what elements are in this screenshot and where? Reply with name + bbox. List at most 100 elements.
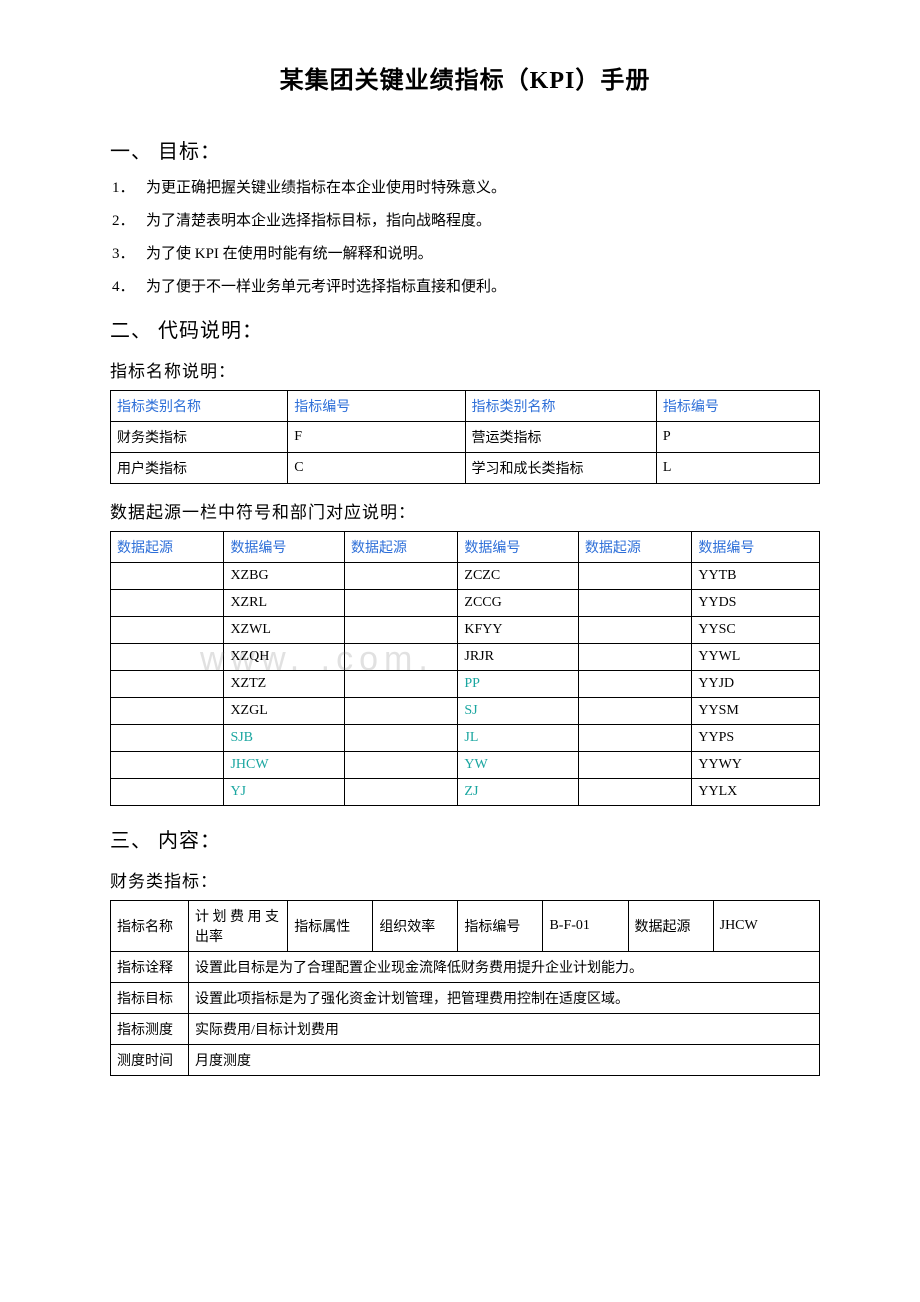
table-row: 用户类指标 C 学习和成长类指标 L xyxy=(111,453,820,484)
row-label: 指标名称 xyxy=(111,901,189,952)
financial-indicator-table: 指标名称 计 划 费 用 支出率 指标属性 组织效率 指标编号 B-F-01 数… xyxy=(110,900,820,1076)
cell: 指标属性 xyxy=(288,901,373,952)
cell: P xyxy=(656,422,819,453)
cell xyxy=(111,590,224,617)
table-row: XZTZ PP YYJD xyxy=(111,671,820,698)
cell: 月度测度 xyxy=(188,1045,819,1076)
cell: YW xyxy=(458,752,579,779)
goal-text: 为了清楚表明本企业选择指标目标，指向战略程度。 xyxy=(146,213,491,229)
col-header: 数据起源 xyxy=(344,532,457,563)
cell: 指标编号 xyxy=(458,901,543,952)
section-1-heading: 一、 目标： xyxy=(110,135,820,164)
cell: SJ xyxy=(458,698,579,725)
cell xyxy=(344,752,457,779)
cell xyxy=(344,590,457,617)
cell xyxy=(111,671,224,698)
cell: C xyxy=(288,453,465,484)
table-row: 指标名称 计 划 费 用 支出率 指标属性 组织效率 指标编号 B-F-01 数… xyxy=(111,901,820,952)
cell xyxy=(344,644,457,671)
goal-item-4: 4．为了便于不一样业务单元考评时选择指标直接和便利。 xyxy=(110,275,820,296)
cell xyxy=(344,617,457,644)
cell: XZGL xyxy=(224,698,345,725)
cell xyxy=(578,644,691,671)
data-source-heading: 数据起源一栏中符号和部门对应说明： xyxy=(110,498,820,523)
table-row: 指标诠释 设置此目标是为了合理配置企业现金流降低财务费用提升企业计划能力。 xyxy=(111,952,820,983)
table-header-row: 指标类别名称 指标编号 指标类别名称 指标编号 xyxy=(111,391,820,422)
cell: F xyxy=(288,422,465,453)
cell: 学习和成长类指标 xyxy=(465,453,656,484)
goal-text: 为更正确把握关键业绩指标在本企业使用时特殊意义。 xyxy=(146,180,506,196)
cell xyxy=(111,752,224,779)
cell: YYJD xyxy=(692,671,820,698)
document-page: www. .com. 某集团关键业绩指标（KPI）手册 一、 目标： 1．为更正… xyxy=(0,0,920,1302)
cell xyxy=(111,563,224,590)
table-row: 测度时间 月度测度 xyxy=(111,1045,820,1076)
row-label: 指标目标 xyxy=(111,983,189,1014)
cell: JRJR xyxy=(458,644,579,671)
cell: 实际费用/目标计划费用 xyxy=(188,1014,819,1045)
cell: ZCCG xyxy=(458,590,579,617)
cell xyxy=(578,698,691,725)
cell: JHCW xyxy=(713,901,819,952)
cell xyxy=(578,671,691,698)
section-2-heading: 二、 代码说明： xyxy=(110,314,820,343)
table-row: XZBGZCZCYYTB xyxy=(111,563,820,590)
table-row: 指标目标 设置此项指标是为了强化资金计划管理，把管理费用控制在适度区域。 xyxy=(111,983,820,1014)
col-header: 指标编号 xyxy=(288,391,465,422)
col-header: 指标编号 xyxy=(656,391,819,422)
cell xyxy=(344,725,457,752)
cell: PP xyxy=(458,671,579,698)
cell xyxy=(578,590,691,617)
cell: B-F-01 xyxy=(543,901,628,952)
table-row: XZRL ZCCG YYDS xyxy=(111,590,820,617)
table-row: XZWL KFYY YYSC xyxy=(111,617,820,644)
table-header-row: 数据起源 数据编号 数据起源 数据编号 数据起源 数据编号 xyxy=(111,532,820,563)
cell: XZRL xyxy=(224,590,345,617)
col-header: 数据起源 xyxy=(578,532,691,563)
cell: YYSC xyxy=(692,617,820,644)
cell: ZJ xyxy=(458,779,579,806)
table-row: XZGLSJYYSM xyxy=(111,698,820,725)
cell xyxy=(344,563,457,590)
table-row: SJBJLYYPS xyxy=(111,725,820,752)
cell xyxy=(111,644,224,671)
table-row: XZQH JRJR YYWL xyxy=(111,644,820,671)
cell: 数据起源 xyxy=(628,901,713,952)
goal-text: 为了使 KPI 在使用时能有统一解释和说明。 xyxy=(146,246,433,262)
cell: ZCZC xyxy=(458,563,579,590)
cell: 计 划 费 用 支出率 xyxy=(188,901,287,952)
cell xyxy=(344,671,457,698)
table-row: YJ ZJ YYLX xyxy=(111,779,820,806)
cell: YYLX xyxy=(692,779,820,806)
cell: XZQH xyxy=(224,644,345,671)
cell: YYWL xyxy=(692,644,820,671)
cell: YYTB xyxy=(692,563,820,590)
cell: 财务类指标 xyxy=(111,422,288,453)
col-header: 数据编号 xyxy=(458,532,579,563)
cell xyxy=(578,779,691,806)
cell: JHCW xyxy=(224,752,345,779)
row-label: 指标诠释 xyxy=(111,952,189,983)
table-row: JHCW YW YYWY xyxy=(111,752,820,779)
cell: KFYY xyxy=(458,617,579,644)
goal-item-1: 1．为更正确把握关键业绩指标在本企业使用时特殊意义。 xyxy=(110,176,820,197)
col-header: 数据编号 xyxy=(224,532,345,563)
cell xyxy=(111,779,224,806)
cell: L xyxy=(656,453,819,484)
goal-text: 为了便于不一样业务单元考评时选择指标直接和便利。 xyxy=(146,279,506,295)
cell: YYDS xyxy=(692,590,820,617)
col-header: 指标类别名称 xyxy=(465,391,656,422)
cell xyxy=(578,617,691,644)
row-label: 测度时间 xyxy=(111,1045,189,1076)
cell: XZTZ xyxy=(224,671,345,698)
cell: YYPS xyxy=(692,725,820,752)
cell: YJ xyxy=(224,779,345,806)
indicator-category-table: 指标类别名称 指标编号 指标类别名称 指标编号 财务类指标 F 营运类指标 P … xyxy=(110,390,820,484)
cell xyxy=(578,752,691,779)
cell: 设置此项指标是为了强化资金计划管理，把管理费用控制在适度区域。 xyxy=(188,983,819,1014)
cell: YYWY xyxy=(692,752,820,779)
cell: XZWL xyxy=(224,617,345,644)
cell: SJB xyxy=(224,725,345,752)
col-header: 指标类别名称 xyxy=(111,391,288,422)
financial-indicator-heading: 财务类指标： xyxy=(110,867,820,892)
